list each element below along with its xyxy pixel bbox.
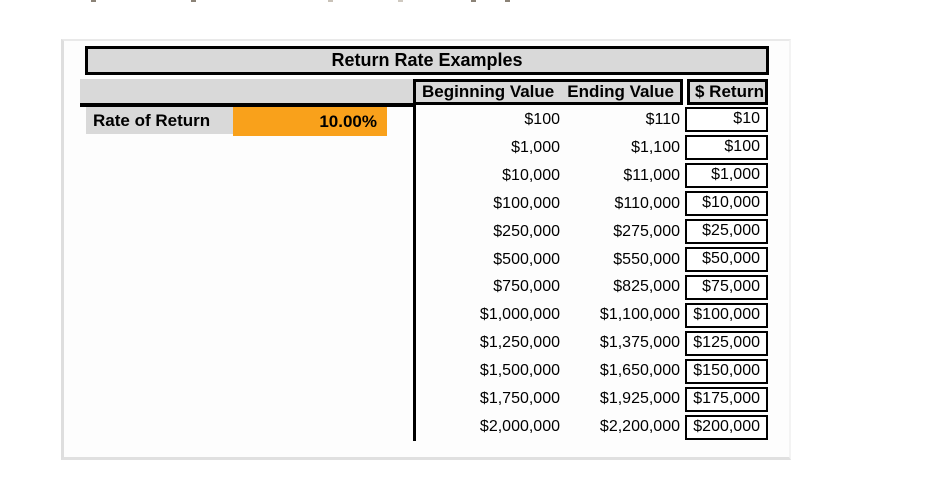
ending-value-cell: $825,000: [613, 278, 680, 296]
cropped-text-artifact: [471, 0, 476, 2]
beginning-value-cell: $1,000,000: [479, 306, 560, 324]
beginning-value-cell: $100,000: [493, 194, 560, 212]
rate-of-return-label: Rate of Return: [86, 107, 233, 134]
beginning-value-cell: $1,000: [511, 138, 560, 156]
cropped-text-artifact: [191, 0, 196, 2]
cropped-text-artifact: [398, 0, 403, 2]
beginning-value-cell: $500,000: [493, 250, 560, 268]
table-row: $750,000 $825,000 $75,000: [416, 273, 768, 301]
ending-value-cell: $11,000: [623, 166, 680, 184]
beginning-value-cell: $1,250,000: [479, 334, 560, 352]
dollar-return-cell: $175,000: [685, 386, 768, 412]
table-row: $1,750,000 $1,925,000 $175,000: [416, 385, 768, 413]
dollar-return-cell: $100,000: [685, 302, 768, 328]
cropped-text-artifact: [91, 0, 96, 2]
table-row: $2,000,000 $2,200,000 $200,000: [416, 413, 768, 441]
ending-value-cell: $1,100,000: [599, 306, 680, 324]
column-header-label: $ Return: [695, 82, 764, 101]
table-row: $1,000 $1,100 $100: [416, 134, 768, 162]
ending-value-cell: $275,000: [613, 222, 680, 240]
cropped-text-artifact: [505, 0, 510, 2]
dollar-return-cell: $25,000: [685, 219, 768, 245]
beginning-value-cell: $1,750,000: [479, 390, 560, 408]
dollar-return-cell: $100: [685, 135, 768, 161]
table-row: $1,250,000 $1,375,000 $125,000: [416, 329, 768, 357]
ending-value-cell: $1,375,000: [599, 334, 680, 352]
dollar-return-cell: $150,000: [685, 358, 768, 384]
table-row: $100 $110 $10: [416, 106, 768, 134]
ending-value-cell: $550,000: [613, 250, 680, 268]
dollar-return-cell: $200,000: [685, 414, 768, 440]
ending-value-cell: $1,650,000: [599, 362, 680, 380]
column-header-group: Beginning Value Ending Value: [413, 79, 683, 105]
ending-value-cell: $110,000: [614, 194, 680, 212]
table-row: $1,000,000 $1,100,000 $100,000: [416, 301, 768, 329]
table-row: $500,000 $550,000 $50,000: [416, 246, 768, 274]
dollar-return-cell: $10: [685, 107, 768, 133]
dollar-return-cell: $10,000: [685, 191, 768, 217]
table-divider-line: [413, 105, 416, 441]
column-header-ending-value: Ending Value: [567, 82, 674, 101]
table-body: $100 $110 $10 $1,000 $1,100 $100 $10,000…: [416, 106, 768, 441]
table-row: $1,500,000 $1,650,000 $150,000: [416, 357, 768, 385]
beginning-value-cell: $10,000: [502, 166, 560, 184]
beginning-value-cell: $2,000,000: [479, 418, 560, 436]
dollar-return-cell: $125,000: [685, 330, 768, 356]
beginning-value-cell: $100: [524, 110, 560, 128]
dollar-return-cell: $50,000: [685, 247, 768, 273]
dollar-return-cell: $1,000: [685, 163, 768, 189]
dollar-return-cell: $75,000: [685, 274, 768, 300]
ending-value-cell: $110: [645, 110, 680, 128]
beginning-value-cell: $750,000: [493, 278, 560, 296]
ending-value-cell: $1,925,000: [599, 390, 680, 408]
beginning-value-cell: $1,500,000: [479, 362, 560, 380]
ending-value-cell: $2,200,000: [599, 418, 680, 436]
cropped-text-artifact: [328, 0, 333, 2]
ending-value-cell: $1,100: [631, 138, 680, 156]
table-row: $10,000 $11,000 $1,000: [416, 162, 768, 190]
column-header-dollar-return: $ Return: [687, 79, 768, 105]
beginning-value-cell: $250,000: [493, 222, 560, 240]
table-row: $250,000 $275,000 $25,000: [416, 218, 768, 246]
table-row: $100,000 $110,000 $10,000: [416, 190, 768, 218]
column-header-beginning-value: Beginning Value: [422, 82, 555, 101]
table-title: Return Rate Examples: [85, 46, 769, 75]
header-spacer: [80, 79, 413, 107]
rate-of-return-input[interactable]: 10.00%: [233, 107, 387, 136]
